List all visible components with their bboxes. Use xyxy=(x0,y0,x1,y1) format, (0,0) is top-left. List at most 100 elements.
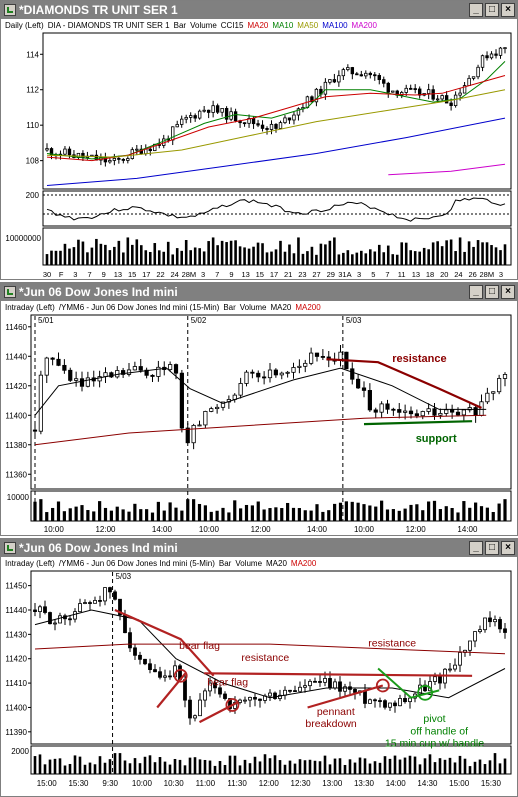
y-tick-label: 11380 xyxy=(5,441,27,450)
volume-bar xyxy=(283,251,287,265)
y-tick-label: 11450 xyxy=(5,582,27,591)
candle-body xyxy=(118,598,122,616)
minimize-button[interactable]: _ xyxy=(469,285,483,299)
chart-icon[interactable] xyxy=(4,4,16,16)
x-tick-label: 15:30 xyxy=(68,779,89,788)
x-tick-label: 9 xyxy=(102,270,106,279)
candle-body xyxy=(220,108,224,113)
candle-body xyxy=(433,676,437,682)
maximize-button[interactable]: □ xyxy=(485,541,499,555)
candle-body xyxy=(247,118,251,124)
candle-body xyxy=(346,67,350,71)
volume-bar xyxy=(48,759,52,774)
candle-body xyxy=(188,115,193,118)
close-button[interactable]: × xyxy=(501,3,515,17)
minimize-button[interactable]: _ xyxy=(469,3,483,17)
volume-bar xyxy=(133,503,137,521)
candle-body xyxy=(323,81,328,95)
ma-line-ma20 xyxy=(34,367,487,416)
volume-bar xyxy=(126,237,130,265)
chart-icon[interactable] xyxy=(4,542,16,554)
volume-bar xyxy=(418,764,422,774)
volume-bar xyxy=(333,758,337,774)
volume-bar xyxy=(467,241,471,265)
candle-body xyxy=(468,640,472,651)
candle-body xyxy=(208,682,212,692)
annotation-label: 15 min cup w/ handle xyxy=(385,737,484,749)
volume-bar xyxy=(180,510,184,521)
candle-body xyxy=(218,687,222,695)
candle-body xyxy=(171,126,175,141)
y-tick-label: 11400 xyxy=(5,703,27,712)
x-tick-label: 21 xyxy=(284,270,292,279)
candle-body xyxy=(438,676,442,684)
volume-bar xyxy=(391,254,395,265)
minimize-button[interactable]: _ xyxy=(469,541,483,555)
volume-bar xyxy=(393,755,397,774)
volume-bar xyxy=(123,760,127,774)
candle-body xyxy=(206,109,211,113)
volume-bar xyxy=(104,244,107,265)
maximize-button[interactable]: □ xyxy=(485,3,499,17)
candle-body xyxy=(388,702,392,708)
volume-bar xyxy=(324,244,327,265)
window-title: *DIAMONDS TR UNIT SER 1 xyxy=(19,3,178,17)
volume-bar xyxy=(186,499,190,521)
candle-body xyxy=(143,658,147,665)
title-bar[interactable]: *Jun 06 Dow Jones Ind mini _ □ × xyxy=(1,283,517,301)
volume-bar xyxy=(211,237,215,265)
candle-body xyxy=(403,698,407,703)
y-tick-label: 112 xyxy=(26,86,39,95)
volume-bar xyxy=(103,507,108,521)
x-tick-label: 17 xyxy=(270,270,278,279)
volume-bar xyxy=(436,241,439,265)
chart-icon[interactable] xyxy=(4,286,16,298)
volume-bar xyxy=(445,240,448,265)
volume-bar xyxy=(368,763,372,774)
candle-body xyxy=(244,371,249,384)
volume-bar xyxy=(128,763,132,774)
title-bar[interactable]: *Jun 06 Dow Jones Ind mini _ □ × xyxy=(1,539,517,557)
bear-flag-pole xyxy=(198,701,238,724)
volume-bar xyxy=(368,505,372,521)
candle-body xyxy=(426,408,431,412)
candle-body xyxy=(83,602,87,604)
candle-body xyxy=(356,378,361,389)
volume-bar xyxy=(86,510,90,521)
volume-bar xyxy=(503,758,507,774)
close-button[interactable]: × xyxy=(501,285,515,299)
legend-item: MA50 xyxy=(297,21,319,30)
volume-bar xyxy=(248,763,252,774)
volume-bar xyxy=(432,500,437,521)
volume-bar xyxy=(400,242,404,265)
volume-bar xyxy=(197,503,202,521)
candle-body xyxy=(62,364,67,371)
volume-bar xyxy=(333,503,337,521)
candle-body xyxy=(488,617,492,623)
candle-body xyxy=(238,699,242,703)
candle-body xyxy=(337,75,341,83)
x-tick-label: 12:00 xyxy=(259,779,280,788)
volume-bar xyxy=(433,762,437,774)
volume-bar xyxy=(153,762,157,774)
volume-bar xyxy=(162,251,166,265)
candle-body xyxy=(400,92,404,96)
volume-bar xyxy=(373,251,377,265)
candle-body xyxy=(435,98,440,101)
maximize-button[interactable]: □ xyxy=(485,285,499,299)
close-button[interactable]: × xyxy=(501,541,515,555)
candle-body xyxy=(497,378,502,393)
legend-item: MA20 xyxy=(247,21,269,30)
title-bar[interactable]: *DIAMONDS TR UNIT SER 1 _ □ × xyxy=(1,1,517,19)
volume-bar xyxy=(298,759,302,774)
volume-bar xyxy=(127,511,131,521)
candle-body xyxy=(126,158,130,161)
y-tick-label: 11420 xyxy=(5,382,27,391)
annotation-label: pennant xyxy=(317,706,355,718)
volume-bar xyxy=(373,761,377,774)
volume-tick-label: 10000 xyxy=(7,493,30,502)
x-tick-label: 10:00 xyxy=(354,525,375,534)
candle-body xyxy=(440,95,444,100)
candle-body xyxy=(48,612,52,625)
candle-body xyxy=(313,680,317,683)
